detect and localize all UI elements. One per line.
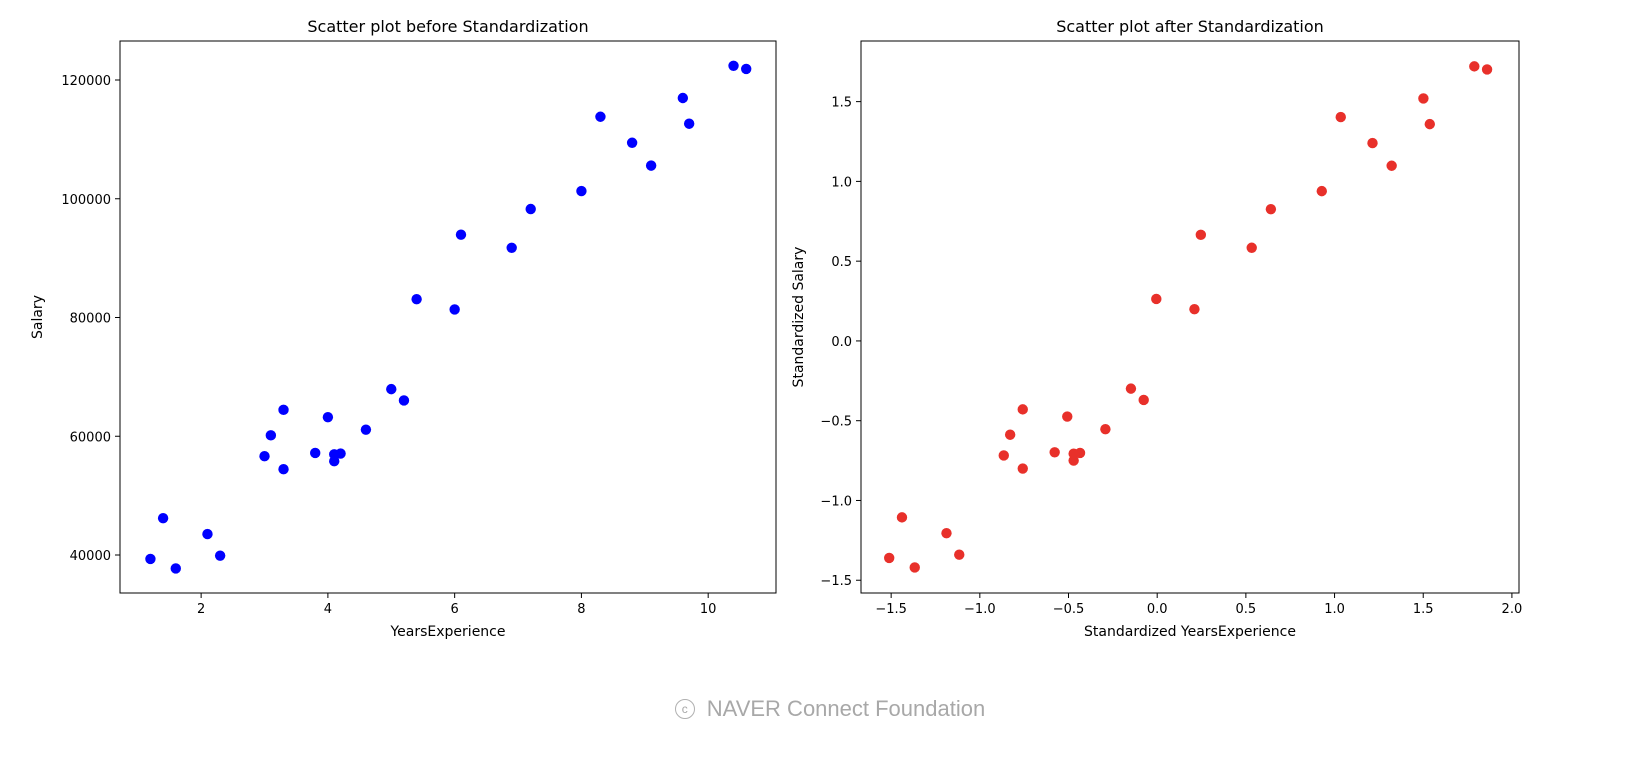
chart-1-y-axis-label: Salary [30,295,46,339]
chart-2-data-point [1049,447,1060,458]
chart-1-data-point [322,411,334,423]
chart-2-data-point [1418,93,1429,104]
chart-1-data-point [170,563,181,574]
chart-1-data-point [677,92,689,104]
chart-1-x-tick-label: 2 [197,602,205,617]
chart-2-data-point [1335,111,1346,123]
chart-2-y-tick-label: −0.5 [820,415,852,430]
chart-2-y-tick-label: −1.5 [820,574,852,589]
chart-2-data-point [1017,404,1028,415]
chart-1-y-tick-label: 120000 [61,74,111,89]
chart-1-data-point [386,383,397,395]
chart-1-data-point [278,404,289,416]
chart-2-y-tick-label: −1.0 [820,494,852,509]
chart-2-x-tick-label: 0.5 [1236,602,1257,617]
chart-1-x-tick-label: 8 [577,602,585,617]
chart-1-data-point [576,185,587,197]
chart-1-x-tick-label: 10 [700,602,717,617]
chart-1-data-point [145,553,156,565]
chart-2-data-point [1195,229,1207,241]
chart-1-data-point [683,118,695,129]
chart-2-data-point [954,549,965,560]
chart-2-data-point [1481,64,1493,75]
chart-2-y-tick-label: 1.5 [831,96,852,111]
chart-1-data-point [595,111,606,122]
chart-1-data-point [265,430,277,441]
chart-2-axes-frame [860,40,1520,594]
chart-2-data-point [1062,411,1073,422]
chart-1-y-tick-label: 80000 [70,312,111,327]
chart-2-data-point [998,450,1009,461]
chart-1-data-point [278,464,289,475]
chart-2-x-tick-label: −1.5 [875,602,907,617]
chart-2-x-tick-label: 2.0 [1502,602,1523,617]
chart-1-x-tick-label: 4 [324,602,332,617]
chart-2-title: Scatter plot after Standardization [1056,17,1324,36]
chart-1-data-point [506,242,517,254]
chart-2-x-tick-label: −0.5 [1053,602,1085,617]
chart-1-data-point [728,60,739,72]
chart-1-axes-frame [119,40,777,594]
chart-2-data-point [1316,185,1327,197]
chart-2-data-point [1151,293,1162,305]
chart-2-data-point [1189,303,1200,315]
chart-1-data-point [741,63,752,75]
chart-1-x-tick-label: 6 [451,602,459,617]
chart-1-data-point [449,304,460,315]
chart-2-y-tick-label: 0.0 [831,335,852,350]
chart-1-data-point [455,229,467,240]
chart-1-data-point [202,528,213,540]
chart-1-data-point [259,450,270,462]
chart-1-data-point [398,395,410,406]
chart-1-y-tick-label: 100000 [61,193,111,208]
chart-2-data-point [884,552,895,564]
chart-1-data-point [525,203,536,215]
chart-2-y-axis-label: Standardized Salary [791,247,807,388]
chart-1-data-point [214,550,226,561]
chart-1-data-point [310,447,321,459]
chart-1-x-axis-label: YearsExperience [389,624,505,640]
chart-1-data-point [335,448,346,459]
chart-2-data-point [1125,383,1137,394]
chart-1-y-tick-label: 40000 [70,549,111,564]
chart-2-x-tick-label: 0.0 [1147,602,1168,617]
chart-1-data-point [157,512,169,524]
chart-2-data-point [1138,394,1149,406]
chart-2-data-point [1017,463,1028,474]
footer: c NAVER Connect Foundation [0,696,1638,722]
chart-1-data-point [645,160,657,171]
chart-2-data-point [909,562,920,573]
footer-text: NAVER Connect Foundation [706,696,986,721]
chart-2-data-point [941,527,952,539]
chart-2-data-point [1100,423,1111,435]
chart-2-data-point [1367,137,1378,149]
chart-2-data-point [1074,447,1086,459]
chart-2-data-point [896,512,908,523]
chart-2-data-point [1246,242,1257,253]
chart-1-data-point [360,424,372,435]
chart-2-data-point [1424,118,1435,130]
chart-1-data-point [411,293,422,305]
chart-1-title: Scatter plot before Standardization [307,17,588,36]
chart-2-x-tick-label: −1.0 [964,602,996,617]
copyright-icon: c [674,699,695,719]
chart-2-data-point [1386,160,1397,171]
chart-2-y-tick-label: 0.5 [831,255,852,270]
chart-2-data-point [1004,429,1016,440]
chart-2-data-point [1265,203,1277,215]
chart-2-data-point [1469,61,1480,72]
chart-2-x-axis-label: Standardized YearsExperience [1084,624,1296,640]
chart-1-data-point [626,137,638,148]
chart-1-y-tick-label: 60000 [70,430,111,445]
chart-2-x-tick-label: 1.5 [1413,602,1434,617]
chart-2-x-tick-label: 1.0 [1324,602,1345,617]
chart-2-y-tick-label: 1.0 [831,175,852,190]
